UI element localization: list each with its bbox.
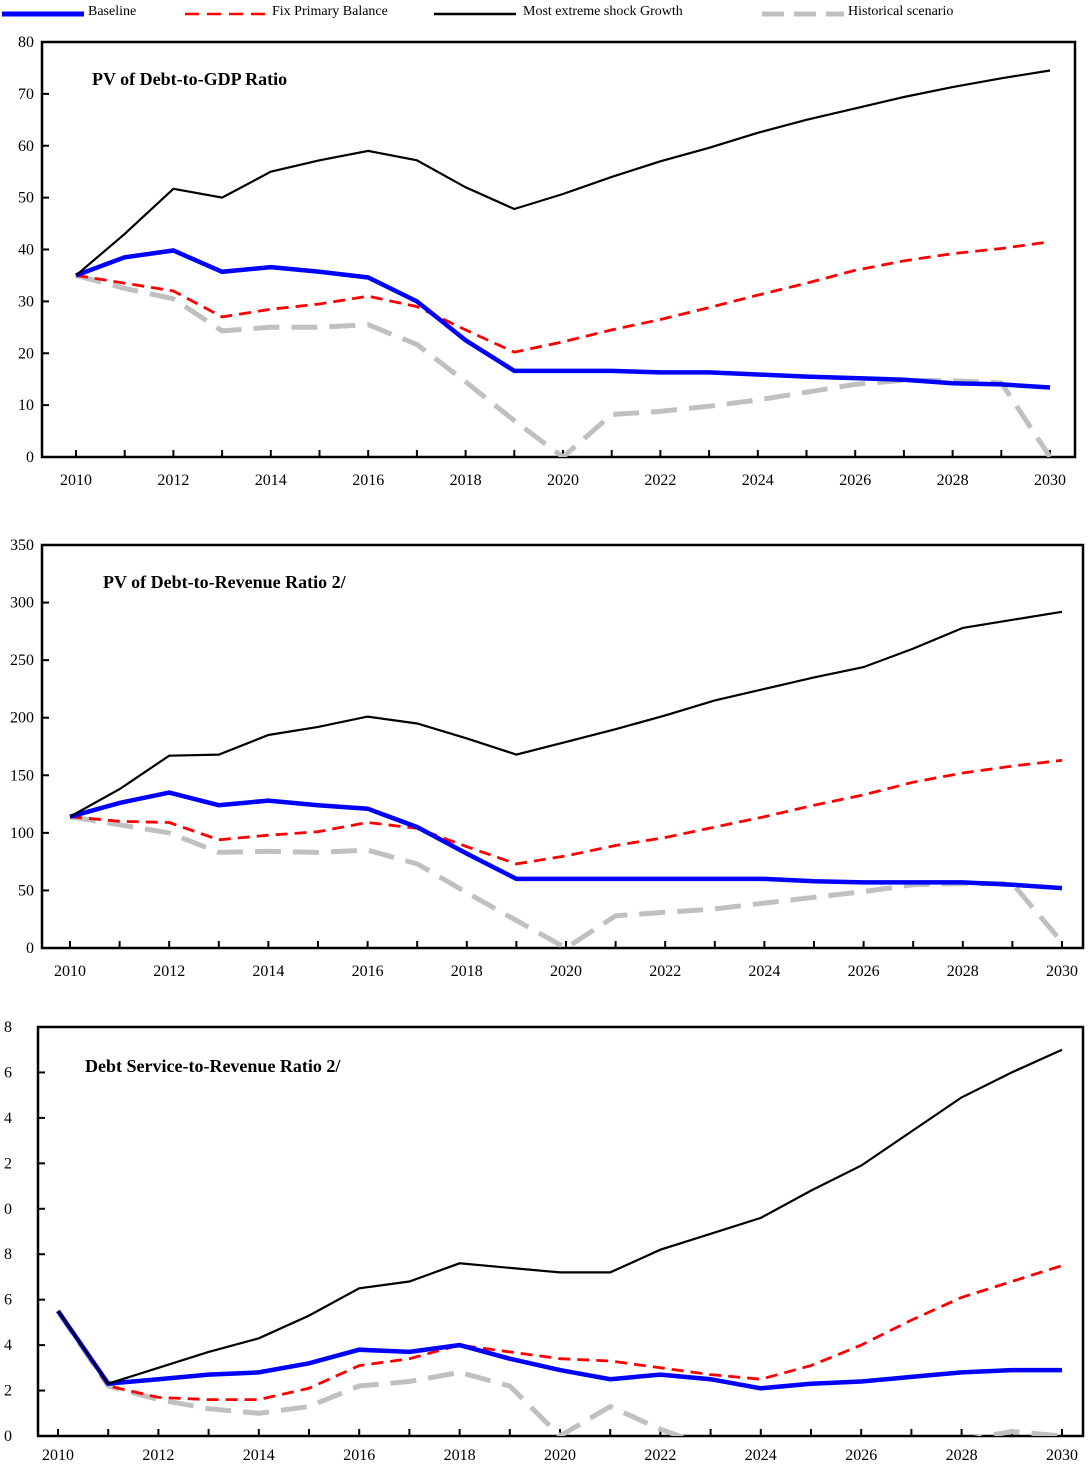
series-line-historical-scenario [75, 272, 1053, 457]
y-tick-label: 60 [18, 138, 34, 155]
series-line-most-extreme-shock-growth [75, 69, 1051, 277]
debt-to-revenue-chart: 0 50 100 150 200 250 300 350 2010 2012 2014 2016 201… [10, 537, 1085, 980]
x-tick-label: 2014 [255, 472, 287, 489]
y-tick-label: 70 [18, 86, 34, 103]
x-tick-label: 2012 [153, 963, 185, 980]
y-tick-label: 2 [4, 1383, 12, 1400]
x-tick-label: 2024 [742, 472, 774, 489]
y-tick-label: 40 [18, 242, 34, 259]
y-tick-label: 80 [18, 34, 34, 51]
y-tick-label: 8 [4, 1019, 12, 1036]
debt-service-to-revenue-chart: 0 2 4 6 8 0 2 4 6 8 2010 2012 2014 2016 2018 2020 2022 20… [4, 1019, 1085, 1464]
y-tick-label: 8 [4, 1246, 12, 1263]
x-tick-label: 2014 [243, 1447, 275, 1464]
y-tick-label: 100 [10, 825, 34, 842]
legend-swatch-1 [2, 11, 84, 17]
y-tick-label: 0 [4, 1201, 12, 1218]
y-tick-label: 4 [4, 1337, 12, 1354]
x-tick-label: 2010 [54, 963, 86, 980]
x-tick-label: 2026 [839, 472, 871, 489]
x-tick-label: 2018 [450, 472, 482, 489]
x-tick-label: 2020 [547, 472, 579, 489]
y-tick-label: 350 [10, 537, 34, 554]
x-tick-label: 2024 [745, 1447, 777, 1464]
legend-label-1: Baseline [88, 4, 137, 19]
y-tick-label: 10 [18, 397, 34, 414]
x-tick-label: 2022 [644, 472, 676, 489]
x-tick-label: 2030 [1034, 472, 1066, 489]
x-tick-label: 2026 [845, 1447, 877, 1464]
x-tick-label: 2022 [644, 1447, 676, 1464]
y-tick-label: 300 [10, 595, 34, 612]
series-line-baseline [75, 248, 1051, 390]
legend-label-3: Most extreme shock Growth [523, 4, 683, 19]
y-tick-label: 6 [4, 1064, 12, 1081]
y-tick-label: 4 [4, 1110, 12, 1127]
legend-swatch-2 [185, 12, 267, 16]
series-line-fix-primary-balance [69, 758, 1063, 866]
x-tick-label: 2012 [157, 472, 189, 489]
x-tick-label: 2028 [937, 472, 969, 489]
x-tick-label: 2016 [352, 472, 384, 489]
x-tick-label: 2018 [451, 963, 483, 980]
x-tick-label: 2030 [1046, 963, 1078, 980]
y-tick-label: 50 [18, 882, 34, 899]
legend-label-4: Historical scenario [848, 4, 954, 19]
series-line-historical-scenario [69, 814, 1064, 948]
y-tick-label: 0 [26, 449, 34, 466]
x-tick-label: 2028 [946, 1447, 978, 1464]
y-tick-label: 200 [10, 710, 34, 727]
series-line-fix-primary-balance [56, 1264, 1063, 1402]
series-line-most-extreme-shock-growth [57, 1048, 1063, 1385]
x-tick-label: 2028 [947, 963, 979, 980]
series-line-fix-primary-balance [75, 240, 1051, 354]
y-tick-label: 250 [10, 652, 34, 669]
series-line-baseline [56, 1309, 1062, 1391]
legend-swatch-3 [434, 12, 516, 16]
x-tick-label: 2016 [343, 1447, 375, 1464]
chart-legend: Baseline Fix Primary Balance Most extreme … [0, 0, 1091, 30]
y-tick-label: 0 [26, 940, 34, 957]
series-line-baseline [69, 790, 1063, 891]
x-tick-label: 2024 [748, 963, 780, 980]
x-tick-label: 2026 [848, 963, 880, 980]
y-tick-label: 2 [4, 1155, 12, 1172]
y-tick-label: 30 [18, 293, 34, 310]
x-tick-label: 2030 [1046, 1447, 1078, 1464]
chart-title: Debt Service-to-Revenue Ratio 2/ [85, 1056, 341, 1076]
y-tick-label: 20 [18, 345, 34, 362]
y-tick-label: 0 [4, 1428, 12, 1445]
x-tick-label: 2014 [252, 963, 284, 980]
y-tick-label: 150 [10, 767, 34, 784]
x-tick-label: 2012 [142, 1447, 174, 1464]
x-tick-label: 2020 [550, 963, 582, 980]
x-tick-label: 2018 [444, 1447, 476, 1464]
x-tick-label: 2022 [649, 963, 681, 980]
series-line-historical-scenario [55, 1309, 1063, 1436]
legend-swatch-4 [762, 11, 844, 17]
plot-area-frame [40, 543, 1085, 950]
x-tick-label: 2020 [544, 1447, 576, 1464]
x-tick-label: 2010 [60, 472, 92, 489]
x-tick-label: 2016 [352, 963, 384, 980]
chart-title: PV of Debt-to-Revenue Ratio 2/ [103, 572, 347, 592]
chart-title: PV of Debt-to-GDP Ratio [92, 69, 287, 89]
legend-label-2: Fix Primary Balance [272, 4, 388, 19]
x-tick-label: 2010 [42, 1447, 74, 1464]
plot-area-frame [40, 40, 1077, 459]
series-line-most-extreme-shock-growth [69, 610, 1063, 818]
y-tick-label: 6 [4, 1292, 12, 1309]
y-tick-label: 50 [18, 190, 34, 207]
